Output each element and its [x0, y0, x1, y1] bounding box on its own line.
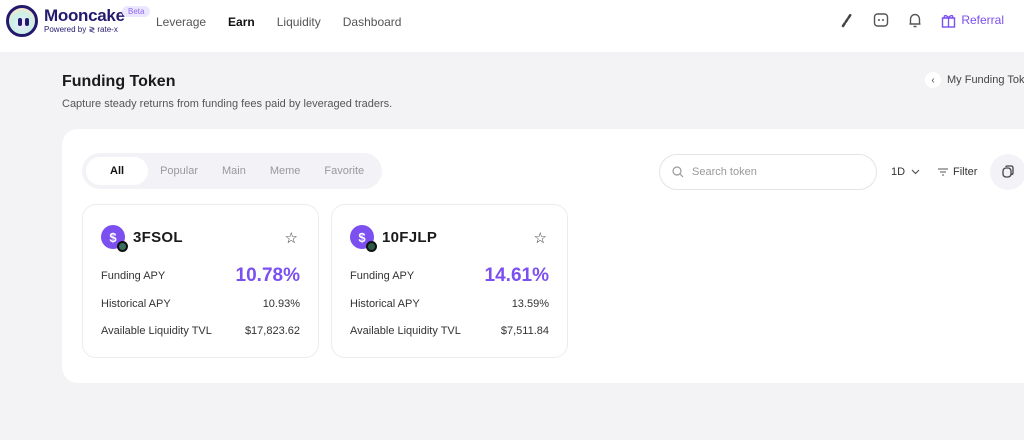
search-box[interactable] [659, 154, 877, 190]
copy-icon [1002, 165, 1014, 178]
chevron-down-icon [911, 169, 920, 175]
logo-name: Mooncake [44, 6, 125, 25]
tab-main[interactable]: Main [221, 165, 246, 177]
funding-apy-value: 10.78% [235, 265, 300, 286]
historical-apy-label: Historical APY [350, 298, 420, 310]
funding-apy-label: Funding APY [101, 270, 166, 282]
tvl-label: Available Liquidity TVL [101, 325, 212, 337]
funding-apy-label: Funding APY [350, 270, 415, 282]
search-icon [672, 166, 684, 178]
top-header: Mooncake Powered by ≷ rate-x Beta Levera… [0, 0, 1024, 52]
tab-favorite[interactable]: Favorite [324, 165, 365, 177]
funding-apy-value: 14.61% [484, 265, 549, 286]
gift-icon [942, 14, 956, 28]
nav-dashboard[interactable]: Dashboard [342, 15, 402, 29]
nav-leverage[interactable]: Leverage [156, 15, 207, 29]
historical-apy-value: 13.59% [511, 298, 549, 310]
token-name: 3FSOL [133, 228, 183, 246]
my-funding-token-label: My Funding Tok [947, 74, 1024, 86]
chat-icon[interactable] [873, 12, 889, 28]
beta-badge: Beta [122, 6, 151, 17]
nav-earn[interactable]: Earn [228, 15, 255, 29]
logo[interactable]: Mooncake Powered by ≷ rate-x [6, 5, 125, 37]
token-name: 10FJLP [382, 228, 438, 246]
period-value: 1D [891, 166, 906, 178]
nav-liquidity[interactable]: Liquidity [276, 15, 321, 29]
tab-all[interactable]: All [86, 157, 149, 185]
view-toggle-button[interactable] [990, 154, 1024, 190]
tvl-value: $7,511.84 [500, 325, 549, 337]
tvl-label: Available Liquidity TVL [350, 325, 461, 337]
bell-icon[interactable] [907, 12, 923, 28]
tvl-value: $17,823.62 [244, 325, 300, 337]
token-dollar-icon: $ [101, 225, 128, 252]
token-card[interactable]: $ 3FSOL ☆ Funding APY 10.78% Historical A… [82, 204, 319, 358]
token-dollar-icon: $ [350, 225, 377, 252]
filter-icon [938, 168, 948, 176]
logo-subtitle: Powered by ≷ rate-x [44, 25, 118, 34]
referral-label: Referral [961, 13, 1004, 27]
filter-label: Filter [953, 166, 978, 178]
search-input[interactable] [692, 166, 862, 178]
filter-button[interactable]: Filter [938, 166, 977, 178]
period-select[interactable]: 1D [891, 166, 920, 178]
historical-apy-label: Historical APY [101, 298, 171, 310]
chevron-left-icon: ‹ [925, 72, 941, 88]
token-panel: All Popular Main Meme Favorite 1D Filter… [62, 129, 1024, 383]
favorite-star-icon[interactable]: ☆ [533, 230, 547, 247]
tab-meme[interactable]: Meme [269, 165, 301, 177]
tab-popular[interactable]: Popular [160, 165, 198, 177]
token-card[interactable]: $ 10FJLP ☆ Funding APY 14.61% Historical … [331, 204, 568, 358]
my-funding-token-link[interactable]: ‹ My Funding Tok [925, 72, 1024, 88]
historical-apy-value: 10.93% [262, 298, 300, 310]
referral-button[interactable]: Referral [941, 13, 1004, 28]
tools-icon[interactable] [839, 12, 855, 28]
favorite-star-icon[interactable]: ☆ [284, 230, 298, 247]
page-title: Funding Token [62, 73, 176, 90]
page-subtitle: Capture steady returns from funding fees… [62, 98, 393, 110]
main-nav: Leverage Earn Liquidity Dashboard [156, 15, 401, 29]
category-tabs: All Popular Main Meme Favorite [82, 153, 382, 189]
mooncake-logo-icon [6, 5, 38, 37]
